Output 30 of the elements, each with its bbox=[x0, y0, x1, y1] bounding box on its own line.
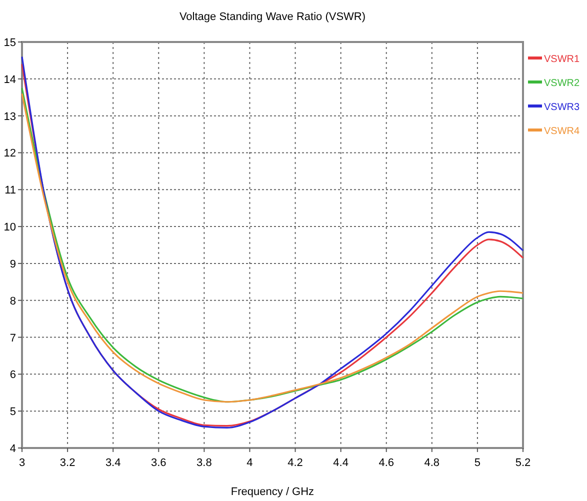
y-tick-label: 7 bbox=[10, 332, 16, 344]
y-tick-label: 9 bbox=[10, 258, 16, 270]
x-tick-label: 3.4 bbox=[105, 457, 121, 469]
x-tick-label: 4.2 bbox=[288, 457, 303, 469]
y-tick-label: 4 bbox=[10, 443, 16, 455]
legend-label: VSWR3 bbox=[544, 102, 580, 113]
y-tick-label: 6 bbox=[10, 369, 16, 382]
x-axis-title: Frequency / GHz bbox=[230, 486, 314, 498]
legend-label: VSWR2 bbox=[544, 78, 580, 89]
x-tick-label: 4.8 bbox=[424, 457, 440, 469]
y-tick-label: 15 bbox=[4, 37, 16, 49]
y-tick-label: 12 bbox=[4, 148, 16, 160]
x-tick-label: 5 bbox=[474, 457, 481, 469]
x-tick-label: 3 bbox=[18, 457, 26, 469]
x-tick-label: 3.2 bbox=[60, 457, 76, 469]
chart-title: Voltage Standing Wave Ratio (VSWR) bbox=[179, 11, 366, 23]
y-tick-label: 13 bbox=[4, 110, 16, 123]
y-tick-label: 10 bbox=[4, 222, 16, 234]
y-tick-label: 11 bbox=[4, 184, 16, 197]
x-tick-label: 4.6 bbox=[378, 457, 394, 469]
legend-label: VSWR4 bbox=[544, 126, 580, 137]
x-tick-label: 3.8 bbox=[196, 457, 212, 469]
y-tick-label: 8 bbox=[10, 295, 16, 308]
legend-label: VSWR1 bbox=[544, 54, 580, 65]
x-tick-label: 4.4 bbox=[333, 457, 348, 469]
x-tick-label: 4 bbox=[246, 457, 253, 469]
x-tick-label: 3.6 bbox=[150, 457, 166, 469]
x-tick-label: 5.2 bbox=[515, 457, 531, 469]
y-tick-label: 5 bbox=[10, 406, 16, 418]
y-tick-label: 14 bbox=[4, 74, 16, 86]
